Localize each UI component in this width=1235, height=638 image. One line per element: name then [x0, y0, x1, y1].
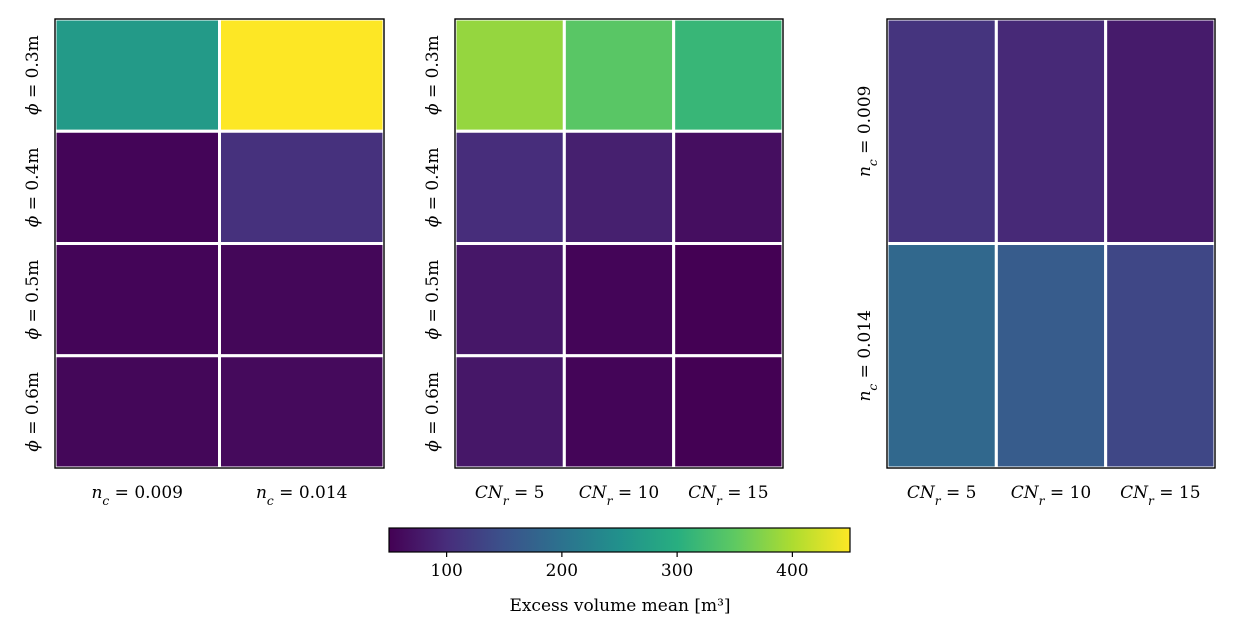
x-tick-label-cn-r-5: CNr = 5	[907, 483, 977, 508]
y-tick-label-n-c-0-014: nc = 0.014	[855, 310, 880, 402]
colorbar-tick-label: 400	[776, 561, 808, 581]
heatmap-left: nc = 0.009 nc = 0.014 ϕ = 0.3m ϕ = 0.4m ϕ = …	[23, 17, 386, 508]
heatmap-cell	[562, 242, 676, 358]
colorbar: 100 200 300 400 Excess volume mean [m³]	[388, 527, 851, 616]
heatmap-cell	[562, 354, 676, 470]
heatmap-cell	[453, 17, 566, 133]
x-tick-label-cn-r-10: CNr = 10	[1011, 483, 1091, 508]
heatmap-cell	[672, 129, 785, 245]
heatmap-cell	[53, 17, 221, 133]
colorbar-label: Excess volume mean [m³]	[509, 596, 730, 616]
y-tick-label-n-c-0-009: nc = 0.009	[855, 85, 880, 177]
heatmap-cell	[218, 354, 386, 470]
x-tick-label-cn-r-5: CNr = 5	[475, 483, 545, 508]
x-tick-label-cn-r-10: CNr = 10	[579, 483, 659, 508]
colorbar-gradient	[388, 527, 851, 553]
colorbar-tick-label: 200	[546, 561, 578, 581]
colorbar-ticks: 100 200 300 400	[430, 552, 809, 581]
heatmap-cell	[453, 354, 566, 470]
x-tick-label-n-c-0-014: nc = 0.014	[256, 483, 348, 508]
heatmap-cell	[53, 129, 221, 245]
heatmap-cell	[994, 242, 1108, 470]
heatmap-cell	[672, 17, 785, 133]
heatmap-cell	[562, 17, 676, 133]
heatmap-cell	[1104, 17, 1217, 245]
heatmap-right: CNr = 5 CNr = 10 CNr = 15 nc = 0.009 nc = 0.…	[855, 17, 1217, 508]
x-tick-label-cn-r-15: CNr = 15	[688, 483, 768, 508]
colorbar-tick-label: 300	[661, 561, 693, 581]
heatmap-cell	[885, 242, 998, 470]
heatmap-cell	[53, 242, 221, 358]
y-tick-label-0-4m: ϕ = 0.4m	[23, 147, 43, 227]
heatmap-cell	[218, 129, 386, 245]
heatmap-cell	[1104, 242, 1217, 470]
heatmap-cell	[453, 242, 566, 358]
x-tick-label-cn-r-15: CNr = 15	[1120, 483, 1200, 508]
y-tick-label-0-5m: ϕ = 0.5m	[23, 260, 43, 340]
x-tick-label-n-c-0-009: nc = 0.009	[91, 483, 183, 508]
colorbar-tick-label: 100	[430, 561, 462, 581]
plot-frame	[54, 18, 385, 469]
heatmap-middle: CNr = 5 CNr = 10 CNr = 15 ϕ = 0.3m ϕ = 0.4m ϕ…	[423, 17, 785, 508]
y-tick-label-0-6m: ϕ = 0.6m	[423, 372, 443, 452]
heatmap-cell	[453, 129, 566, 245]
y-tick-label-0-6m: ϕ = 0.6m	[23, 372, 43, 452]
y-tick-label-0-5m: ϕ = 0.5m	[423, 260, 443, 340]
heatmap-cell	[672, 242, 785, 358]
heatmap-cell	[994, 17, 1108, 245]
plot-frame	[454, 18, 784, 469]
heatmap-cell	[218, 242, 386, 358]
heatmap-cell	[672, 354, 785, 470]
heatmap-cell	[885, 17, 998, 245]
heatmap-cell	[218, 17, 386, 133]
plot-frame	[886, 18, 1216, 469]
y-tick-label-0-3m: ϕ = 0.3m	[23, 35, 43, 115]
y-tick-label-0-3m: ϕ = 0.3m	[423, 35, 443, 115]
heatmap-cell	[53, 354, 221, 470]
heatmap-cell	[562, 129, 676, 245]
y-tick-label-0-4m: ϕ = 0.4m	[423, 147, 443, 227]
